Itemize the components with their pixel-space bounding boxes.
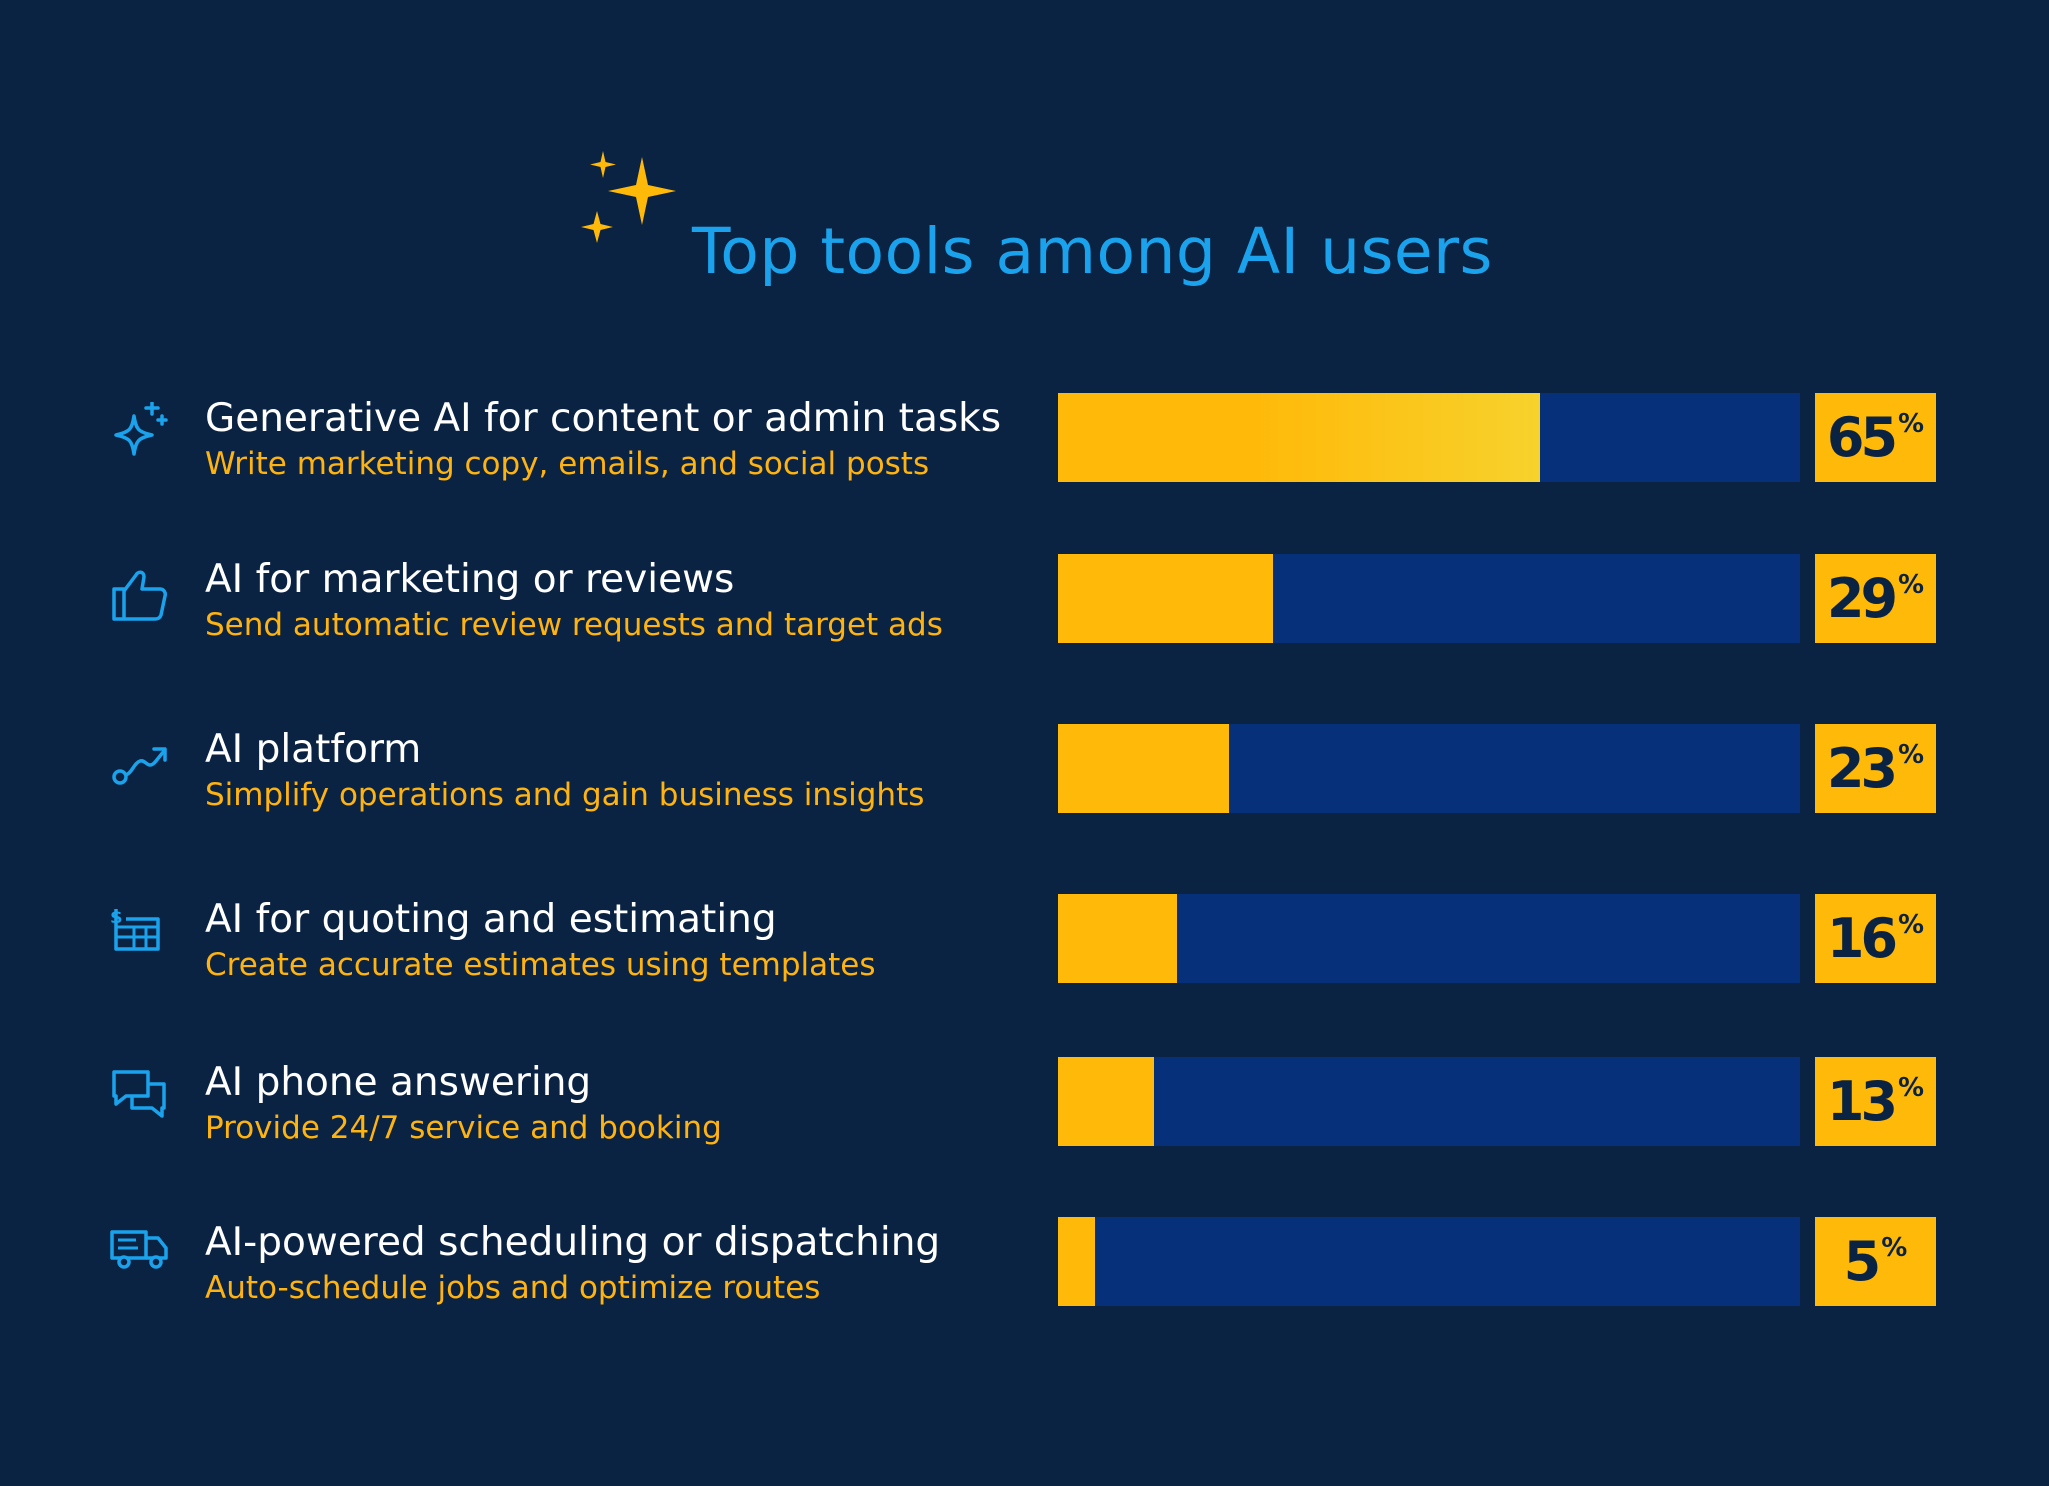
sparkle-icon	[114, 402, 168, 456]
bar-fill	[1058, 1057, 1155, 1146]
value-unit: %	[1898, 409, 1925, 439]
bar-track	[1058, 393, 1800, 482]
value-number: 65	[1826, 405, 1898, 469]
bar-track	[1058, 1057, 1800, 1146]
chart-header: Top tools among AI users	[0, 145, 2049, 295]
bar-row: AI for marketing or reviews Send automat…	[0, 554, 2049, 663]
value-number: 5	[1843, 1229, 1882, 1293]
bar-fill	[1058, 1217, 1096, 1306]
value-label: 29%	[1815, 554, 1936, 643]
value-label: 5%	[1815, 1217, 1936, 1306]
value-label: 13%	[1815, 1057, 1936, 1146]
row-description: Provide 24/7 service and booking	[205, 1110, 722, 1146]
row-description: Auto-schedule jobs and optimize routes	[205, 1270, 821, 1306]
value-number: 29	[1826, 566, 1898, 630]
row-description: Create accurate estimates using template…	[205, 947, 876, 983]
bar-row: AI-powered scheduling or dispatching Aut…	[0, 1217, 2049, 1326]
value-unit: %	[1898, 740, 1925, 770]
bar-track	[1058, 724, 1800, 813]
row-label: AI for quoting and estimating	[205, 897, 777, 942]
bar-fill	[1058, 724, 1229, 813]
value-unit: %	[1898, 910, 1925, 940]
row-description: Write marketing copy, emails, and social…	[205, 446, 930, 482]
row-label: AI-powered scheduling or dispatching	[205, 1220, 941, 1265]
value-number: 13	[1826, 1069, 1898, 1133]
bar-row: $ AI for quoting and estimating Create a…	[0, 894, 2049, 1003]
bar-fill	[1058, 393, 1541, 482]
bar-track	[1058, 1217, 1800, 1306]
route-icon	[112, 747, 167, 785]
svg-text:$: $	[110, 907, 123, 928]
sparkles-icon	[581, 151, 676, 243]
bar-row: Generative AI for content or admin tasks…	[0, 393, 2049, 502]
value-label: 23%	[1815, 724, 1936, 813]
row-description: Simplify operations and gain business in…	[205, 777, 925, 813]
estimate-icon: $	[110, 907, 160, 951]
chat-icon	[112, 1070, 166, 1118]
value-unit: %	[1881, 1233, 1908, 1263]
thumbs-up-icon	[112, 570, 167, 621]
value-unit: %	[1898, 1073, 1925, 1103]
value-number: 16	[1826, 906, 1898, 970]
row-label: Generative AI for content or admin tasks	[205, 396, 1002, 441]
bar-track	[1058, 894, 1800, 983]
row-label: AI platform	[205, 727, 422, 772]
bar-row: AI platform Simplify operations and gain…	[0, 724, 2049, 833]
bar-fill	[1058, 894, 1177, 983]
value-label: 16%	[1815, 894, 1936, 983]
chart-title: Top tools among AI users	[692, 215, 1493, 288]
value-number: 23	[1826, 736, 1898, 800]
value-label: 65%	[1815, 393, 1936, 482]
row-label: AI phone answering	[205, 1060, 592, 1105]
row-description: Send automatic review requests and targe…	[205, 607, 943, 643]
value-unit: %	[1898, 570, 1925, 600]
bar-track	[1058, 554, 1800, 643]
bar-row: AI phone answering Provide 24/7 service …	[0, 1057, 2049, 1166]
bar-fill	[1058, 554, 1274, 643]
truck-icon	[110, 1230, 168, 1269]
row-label: AI for marketing or reviews	[205, 557, 735, 602]
